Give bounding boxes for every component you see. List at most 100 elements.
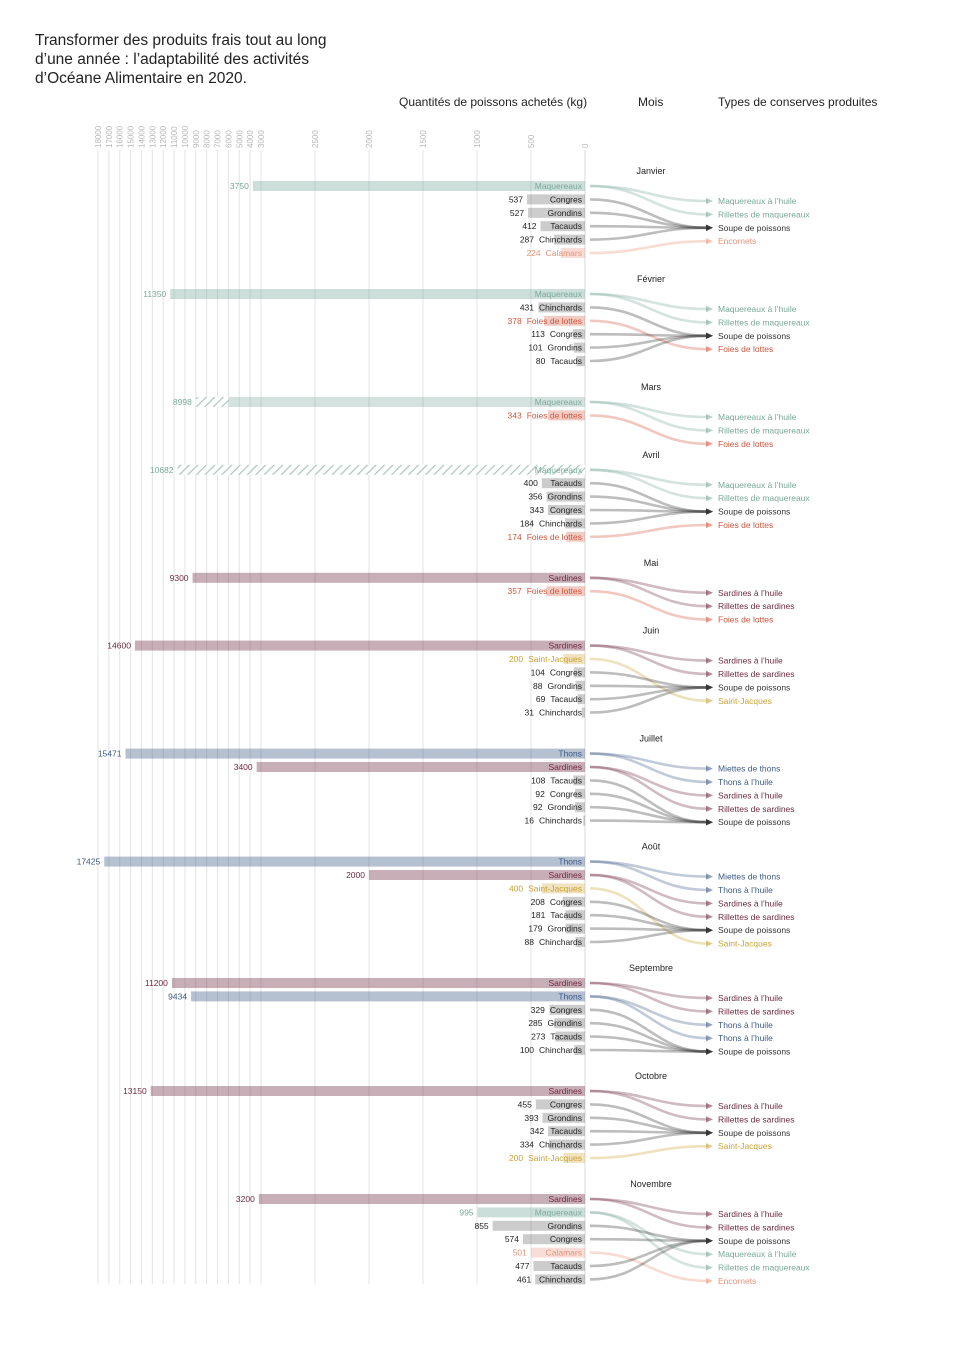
fish-bar-maquereaux-hatched xyxy=(195,397,229,407)
value-label: 80 xyxy=(536,356,546,366)
fish-bar-saint-jacques xyxy=(541,883,585,894)
value-label: 3400 xyxy=(234,762,253,772)
month-label: Mars xyxy=(641,382,661,392)
fish-bar-maquereaux xyxy=(228,397,585,407)
product-label: Rillettes de maquereaux xyxy=(718,317,810,327)
flow-link xyxy=(589,468,709,487)
product-label: Rillettes de maquereaux xyxy=(718,425,810,435)
fish-bar-chinchards xyxy=(581,707,585,718)
fish-bar-foies-de-lottes xyxy=(544,315,585,326)
fish-bar-chinchards xyxy=(575,937,585,947)
fish-bar-chinchards xyxy=(574,1045,585,1055)
value-label: 179 xyxy=(528,924,542,934)
flow-link xyxy=(589,981,709,1013)
flow-link xyxy=(589,1239,709,1281)
product-label: Rillettes de maquereaux xyxy=(718,209,810,219)
species-label: Sardines xyxy=(548,1086,582,1096)
flow-arrow-head xyxy=(706,427,713,434)
product-label: Encornets xyxy=(718,236,756,246)
value-label: 88 xyxy=(525,937,535,947)
flow-link xyxy=(589,860,709,878)
fish-bar-congres xyxy=(527,194,585,205)
product-label: Sardines à l’huile xyxy=(718,790,783,800)
flow-link xyxy=(589,657,709,703)
tick-label: 15000 xyxy=(127,125,136,148)
value-label: 181 xyxy=(531,910,545,920)
fish-bar-thons xyxy=(104,856,585,867)
flow-link xyxy=(589,468,709,500)
value-label: 431 xyxy=(520,302,534,312)
product-label: Foies de lottes xyxy=(718,615,773,625)
product-label: Thons à l’huile xyxy=(718,777,773,787)
flow-link xyxy=(589,292,709,311)
fish-bar-sardines xyxy=(192,572,586,583)
flow-arrow-head xyxy=(706,900,713,907)
product-label: Saint-Jacques xyxy=(718,696,772,706)
value-label: 995 xyxy=(459,1207,473,1217)
month-label: Septembre xyxy=(629,963,673,973)
product-label: Soupe de poissons xyxy=(718,507,790,517)
flow-arrow-head xyxy=(706,670,713,678)
fish-bar-foies-de-lottes xyxy=(546,586,585,597)
flow-arrow-head xyxy=(706,819,713,826)
value-label: 113 xyxy=(531,329,545,339)
tick-label: 13000 xyxy=(148,125,157,148)
value-label: 342 xyxy=(530,1126,544,1136)
product-label: Rillettes de sardines xyxy=(718,1006,795,1016)
flow-arrow-head xyxy=(706,603,713,610)
quantities-header: Quantités de poissons achetés (kg) xyxy=(399,95,588,109)
product-label: Sardines à l’huile xyxy=(718,588,783,598)
fish-bar-tacauds xyxy=(540,221,585,232)
flow-arrow-head xyxy=(706,197,713,205)
flow-arrow-head xyxy=(706,913,713,920)
value-label: 378 xyxy=(508,316,522,326)
product-label: Soupe de poissons xyxy=(718,1047,790,1057)
fish-bar-congres xyxy=(575,788,585,799)
product-label: Rillettes de maquereaux xyxy=(718,1263,810,1273)
flow-link xyxy=(589,400,709,419)
flow-link xyxy=(589,873,709,905)
flow-link xyxy=(589,1103,709,1135)
value-label: 200 xyxy=(509,654,523,664)
value-label: 356 xyxy=(528,492,542,502)
fish-bar-congres xyxy=(573,667,585,678)
species-label: Sardines xyxy=(548,641,582,651)
flow-link xyxy=(589,1211,709,1269)
species-label: Chinchards xyxy=(539,708,582,718)
flow-arrow-head xyxy=(706,1035,713,1042)
products-header: Types de conserves produites xyxy=(718,95,878,109)
species-label: Grondins xyxy=(548,343,583,353)
flow-link xyxy=(589,644,709,662)
species-label: Maquereaux xyxy=(535,181,583,191)
species-label: Foies de lottes xyxy=(527,410,582,420)
flow-arrow-head xyxy=(706,413,713,421)
value-label: 208 xyxy=(531,897,545,907)
flow-link xyxy=(589,671,709,689)
flow-arrow-head xyxy=(706,1143,713,1150)
value-label: 285 xyxy=(528,1018,542,1028)
value-label: 31 xyxy=(525,708,535,718)
flow-link xyxy=(589,1211,709,1256)
flow-link xyxy=(589,995,709,1027)
product-label: Foies de lottes xyxy=(718,344,773,354)
flow-arrow-head xyxy=(706,1210,713,1218)
value-label: 501 xyxy=(513,1248,527,1258)
species-label: Tacauds xyxy=(550,910,582,920)
flow-link xyxy=(589,981,709,1000)
tick-label: 1000 xyxy=(473,130,482,148)
flow-link xyxy=(589,239,709,255)
flow-link xyxy=(589,765,709,811)
species-label: Foies de lottes xyxy=(527,532,582,542)
fish-bar-tacauds xyxy=(576,356,585,366)
flow-link xyxy=(589,414,709,446)
value-label: 273 xyxy=(531,1032,545,1042)
flow-arrow-head xyxy=(706,1008,713,1015)
species-label: Chinchards xyxy=(539,937,582,947)
flow-arrow-head xyxy=(706,1277,713,1285)
species-label: Maquereaux xyxy=(535,397,583,407)
fish-bar-congres xyxy=(547,505,585,515)
species-label: Saint-Jacques xyxy=(528,654,582,664)
species-label: Saint-Jacques xyxy=(528,1153,582,1163)
flow-link xyxy=(589,860,709,892)
